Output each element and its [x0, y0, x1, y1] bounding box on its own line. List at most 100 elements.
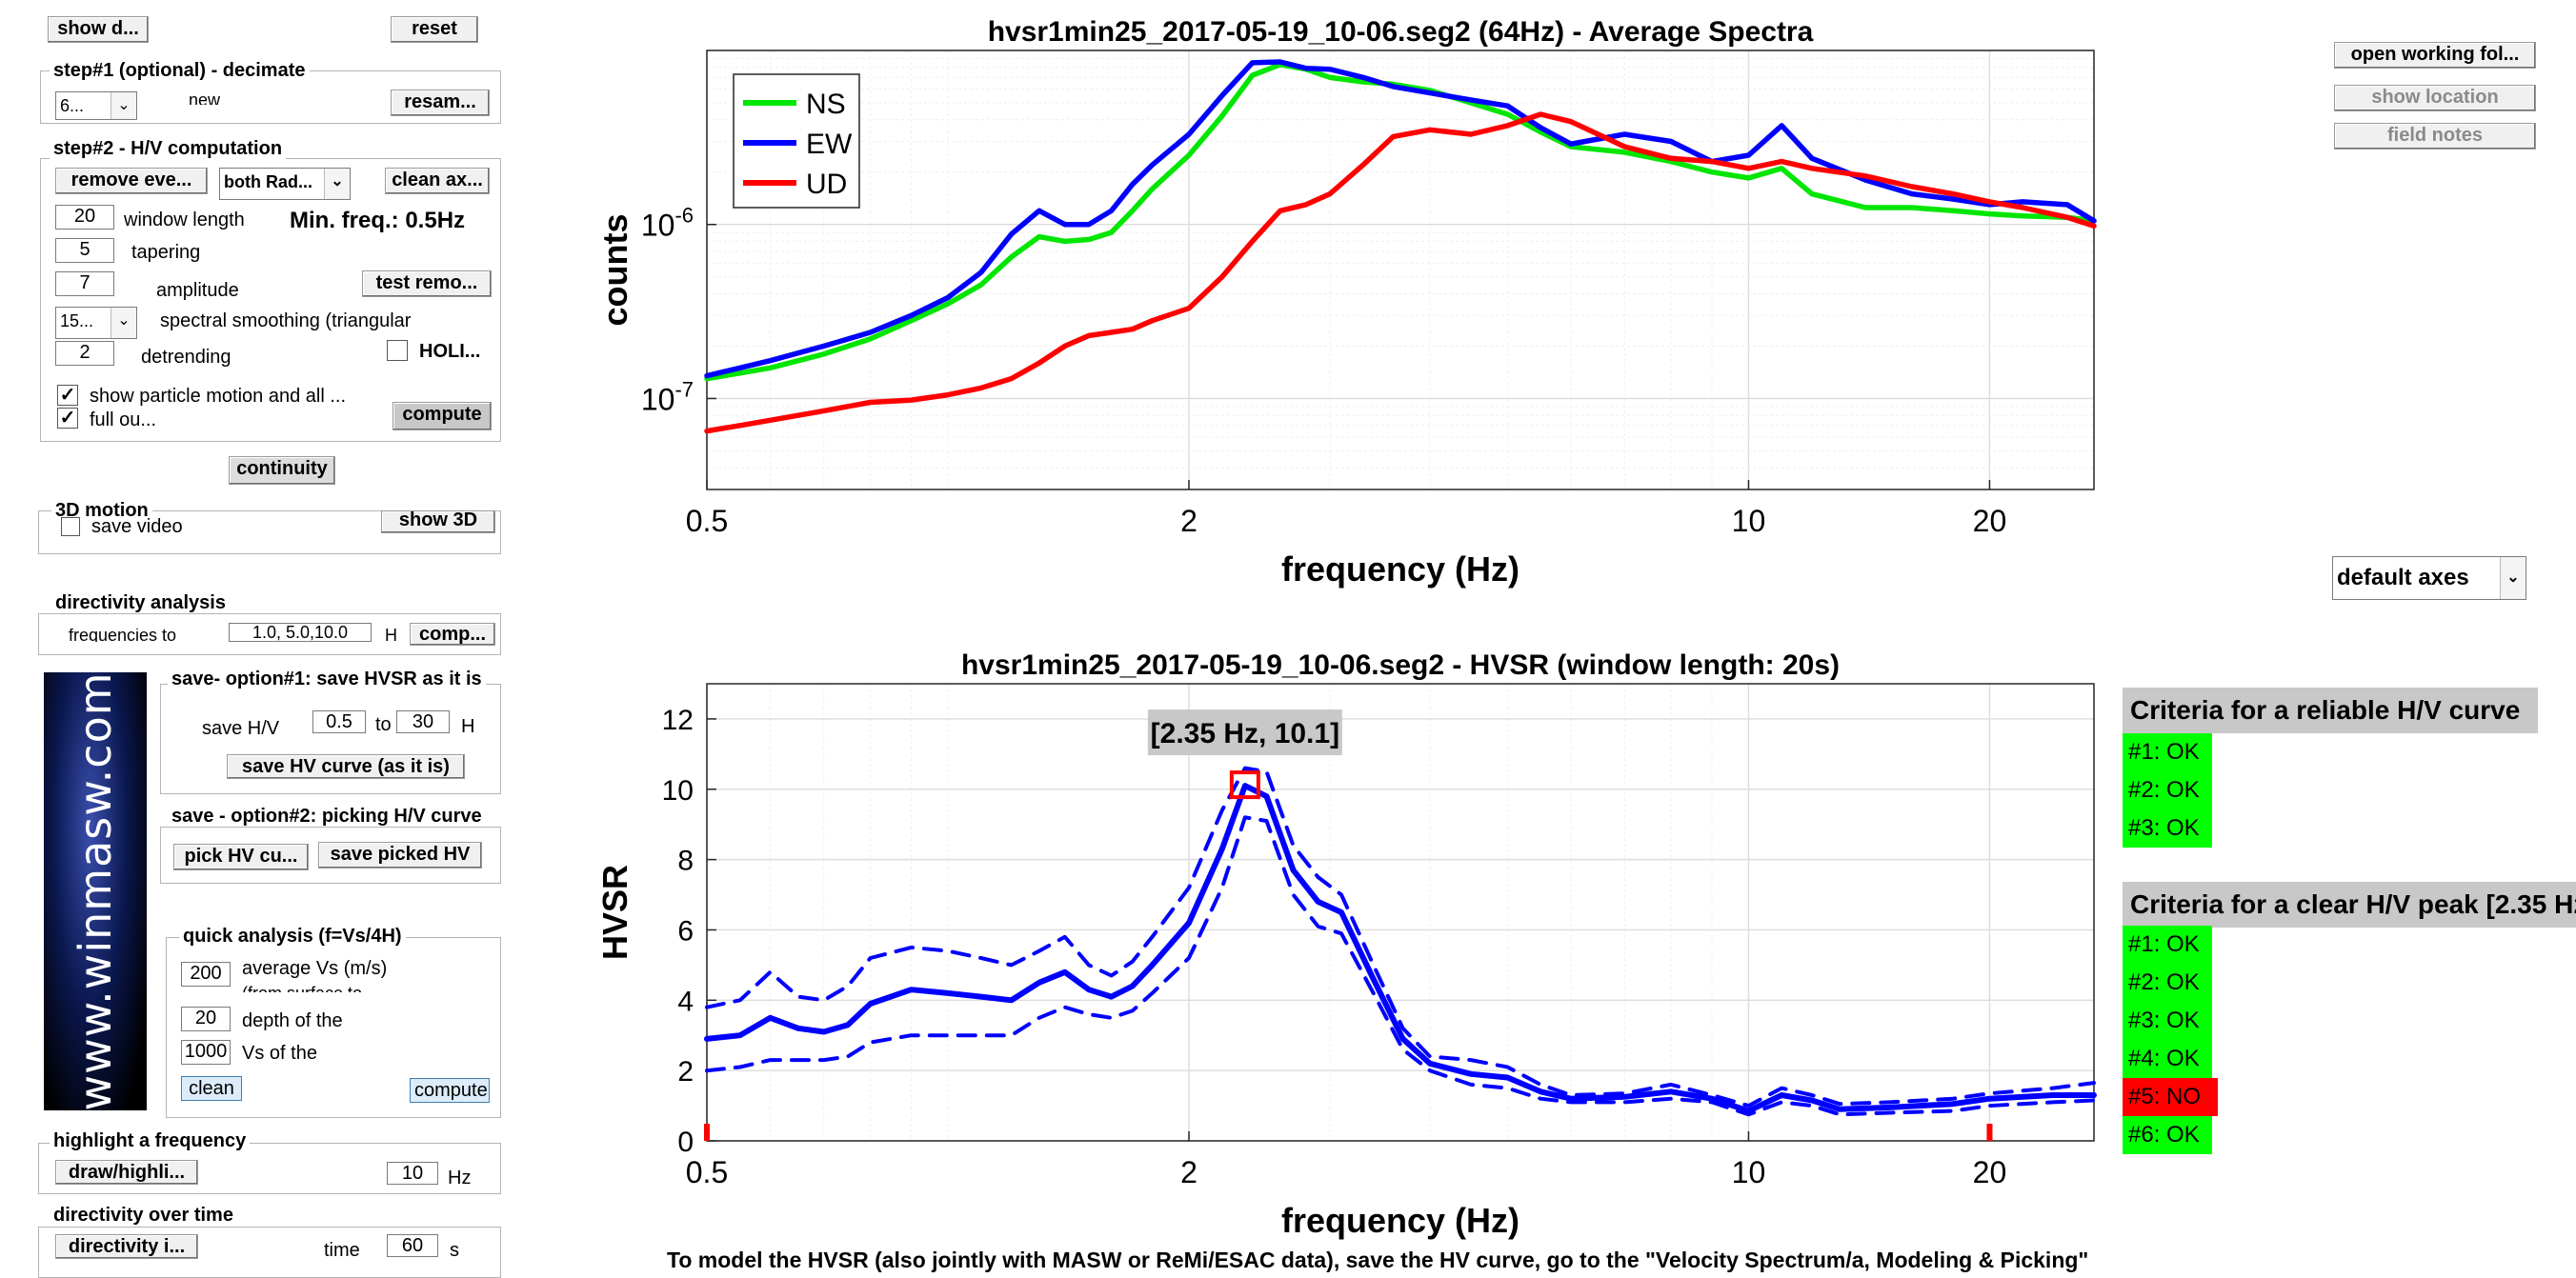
- x-tick-label: 20: [1973, 504, 2007, 538]
- vs-bedrock-label: Vs of the: [242, 1043, 317, 1064]
- hvsr-lower-std-line: [705, 815, 2096, 1117]
- series-line-ns: [704, 62, 2097, 382]
- x-tick-label: 0.5: [686, 504, 728, 538]
- full-output-checkbox[interactable]: ✓: [57, 408, 78, 429]
- x-tick-label: 20: [1973, 1155, 2007, 1189]
- quick-compute-button[interactable]: compute: [410, 1078, 490, 1103]
- resample-button[interactable]: resam...: [391, 90, 490, 116]
- criterion-criteria1-2: #2: OK: [2123, 771, 2212, 809]
- save1-title: save- option#1: save HVSR as it is: [168, 669, 486, 689]
- legend-label-ew: EW: [806, 129, 853, 160]
- decimate-select-value: 6...: [60, 96, 85, 115]
- chevron-down-icon: ⌄: [324, 169, 350, 199]
- range-marker: [1986, 1124, 1993, 1141]
- criterion-criteria1-3: #3: OK: [2123, 809, 2212, 848]
- new-label: new: [189, 93, 221, 105]
- axes-select[interactable]: default axes ⌄: [2332, 556, 2526, 600]
- directivity-freq-input[interactable]: 1.0, 5.0,10.0: [229, 623, 372, 642]
- save-video-label: save video: [91, 516, 183, 537]
- criterion-criteria2-6: #6: OK: [2123, 1116, 2212, 1154]
- holi-checkbox[interactable]: [387, 340, 408, 361]
- series-line-ew: [704, 59, 2097, 379]
- save-video-checkbox[interactable]: [61, 517, 80, 536]
- chevron-down-icon: ⌄: [2500, 557, 2526, 599]
- x-axis-label: frequency (Hz): [1281, 1201, 1519, 1240]
- test-remove-button[interactable]: test remo...: [362, 270, 492, 297]
- remove-events-button[interactable]: remove eve...: [55, 168, 208, 194]
- amplitude-input[interactable]: 7: [55, 271, 114, 296]
- average-spectra-chart: 0.5 2 10 2010-610-7hvsr1min25_2017-05-19_10…: [595, 16, 2097, 589]
- winmasw-logo: www.winmasw.com: [44, 671, 147, 1111]
- chart-title: hvsr1min25_2017-05-19_10-06.seg2 (64Hz) …: [988, 16, 1814, 48]
- tapering-label: tapering: [131, 242, 201, 263]
- y-tick-base: 10: [641, 382, 675, 416]
- y-tick-label: 4: [677, 986, 694, 1017]
- draw-highlight-button[interactable]: draw/highli...: [55, 1160, 198, 1185]
- compute-button[interactable]: compute: [392, 402, 492, 430]
- y-tick-label: 8: [677, 846, 694, 877]
- hvsr-mean-line: [704, 783, 2097, 1114]
- depth-input[interactable]: 20: [181, 1007, 231, 1031]
- series-line-ud: [704, 111, 2097, 434]
- legend-label-ud: UD: [806, 169, 847, 200]
- depth-label: depth of the: [242, 1010, 343, 1031]
- x-axis-label: frequency (Hz): [1281, 549, 1519, 589]
- save-from-input[interactable]: 0.5: [312, 710, 366, 733]
- show-location-button[interactable]: show location: [2334, 85, 2536, 111]
- average-vs-label: average Vs (m/s): [242, 958, 388, 979]
- x-tick-label: 10: [1732, 1155, 1766, 1189]
- dir-time-label: time: [324, 1240, 360, 1261]
- average-vs-input[interactable]: 200: [181, 962, 231, 987]
- x-tick-label: 2: [1180, 504, 1197, 538]
- decimate-select[interactable]: 6... ⌄: [55, 91, 137, 120]
- directivity-time-button[interactable]: directivity i...: [55, 1234, 198, 1259]
- show-d-button[interactable]: show d...: [48, 16, 149, 43]
- criteria1-title: Criteria for a reliable H/V curve: [2123, 688, 2538, 733]
- open-working-folder-button[interactable]: open working fol...: [2334, 42, 2536, 69]
- save2-title: save - option#2: picking H/V curve: [168, 806, 486, 827]
- window-length-input[interactable]: 20: [55, 205, 114, 230]
- dir-time-input[interactable]: 60: [387, 1234, 438, 1257]
- hvsr-chart: 0.5 2 10 20 0 2 4 6 8 10 12 hvsr1min25_2017-05-19_1…: [595, 649, 2097, 1240]
- save-picked-hv-button[interactable]: save picked HV: [318, 842, 482, 869]
- directivity-title: directivity analysis: [51, 592, 230, 613]
- dir-time-unit-label: s: [450, 1240, 459, 1261]
- y-tick-label: 0: [677, 1127, 694, 1158]
- continuity-button[interactable]: continuity: [229, 456, 335, 485]
- quick-title: quick analysis (f=Vs/4H): [179, 926, 406, 947]
- criteria2-title: Criteria for a clear H/V peak [2.35 Hz]: [2123, 882, 2576, 928]
- highlight-unit-label: Hz: [448, 1168, 472, 1188]
- y-axis-label: counts: [595, 213, 634, 326]
- detrending-input[interactable]: 2: [55, 341, 114, 366]
- criterion-criteria2-1: #1: OK: [2123, 926, 2212, 964]
- directivity-compute-button[interactable]: comp...: [410, 623, 495, 646]
- step2-title: step#2 - H/V computation: [50, 138, 287, 159]
- both-radial-select[interactable]: both Rad... ⌄: [219, 168, 351, 200]
- y-tick-label: 12: [662, 705, 694, 736]
- y-tick-label: 10-6: [641, 204, 694, 243]
- save-to-label: to: [375, 714, 392, 735]
- show-particle-label: show particle motion and all ...: [90, 386, 347, 407]
- holi-label: HOLI...: [419, 341, 481, 362]
- peak-annotation-box: [1147, 709, 1342, 756]
- tapering-input[interactable]: 5: [55, 238, 114, 263]
- chart-title: hvsr1min25_2017-05-19_10-06.seg2 - HVSR …: [961, 649, 1840, 681]
- reset-button[interactable]: reset: [391, 16, 478, 43]
- criterion-criteria1-1: #1: OK: [2123, 733, 2212, 771]
- smoothing-select[interactable]: 15... ⌄: [55, 307, 137, 339]
- plot-frame: [706, 50, 2095, 490]
- y-tick-base: 10: [641, 209, 675, 243]
- save-hv-curve-button[interactable]: save HV curve (as it is): [227, 754, 465, 779]
- clean-axes-button[interactable]: clean ax...: [385, 168, 490, 194]
- peak-marker: [1229, 770, 1260, 800]
- save-to-input[interactable]: 30: [396, 710, 450, 733]
- highlight-panel: [38, 1143, 501, 1194]
- pick-hv-curve-button[interactable]: pick HV cu...: [173, 844, 309, 870]
- show-3d-button[interactable]: show 3D: [381, 510, 495, 533]
- show-particle-checkbox[interactable]: ✓: [57, 385, 78, 406]
- vs-bedrock-input[interactable]: 1000: [181, 1040, 231, 1065]
- highlight-freq-input[interactable]: 10: [387, 1162, 438, 1185]
- field-notes-button[interactable]: field notes: [2334, 123, 2536, 150]
- clean-button[interactable]: clean: [181, 1076, 242, 1101]
- directivity-freq-label: frequencies to: [69, 629, 177, 642]
